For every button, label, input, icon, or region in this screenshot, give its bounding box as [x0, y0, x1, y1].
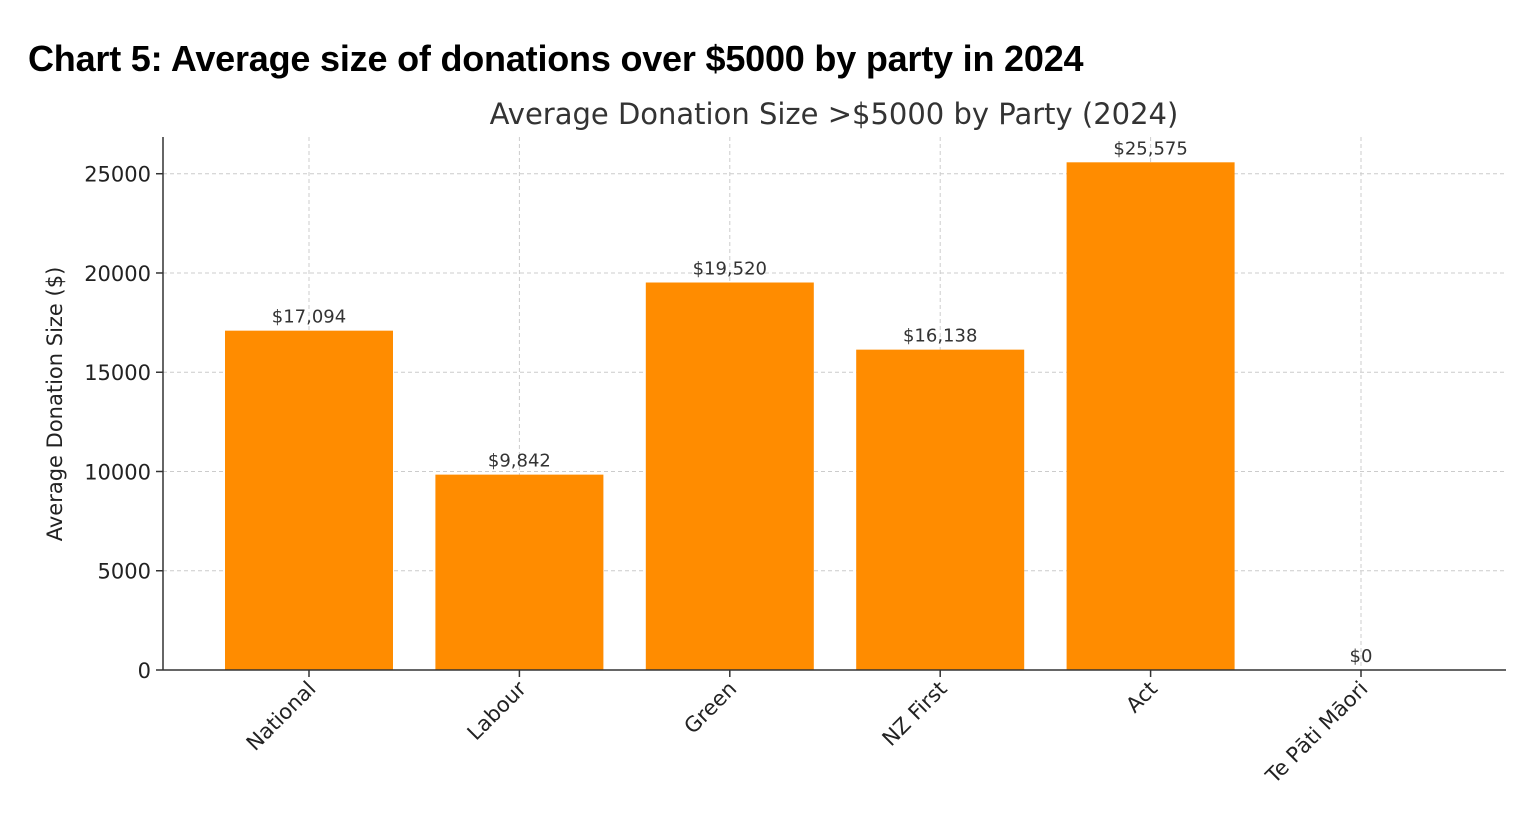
y-tick-label: 15000: [84, 361, 151, 385]
data-label: $19,520: [693, 259, 767, 280]
x-tick-label: National: [242, 677, 321, 756]
data-label: $9,842: [488, 451, 551, 472]
x-tick-label: Act: [1121, 677, 1162, 718]
data-label: $25,575: [1113, 138, 1187, 159]
y-axis-label: Average Donation Size ($): [43, 267, 67, 542]
bar-national: [225, 330, 393, 670]
bar-green: [645, 282, 814, 670]
bar-act: [1066, 162, 1235, 670]
x-tick-label: Labour: [463, 676, 532, 745]
bar-labour: [435, 474, 604, 670]
data-label: $0: [1350, 646, 1373, 667]
y-tick-label: 20000: [84, 262, 151, 286]
data-label: $17,094: [272, 307, 346, 328]
data-label: $16,138: [903, 326, 977, 347]
y-tick-label: 25000: [84, 163, 151, 187]
y-tick-label: 10000: [84, 460, 151, 484]
bar-layer: $17,094 $9,842 $19,520 $16,138 $25,575 $0: [225, 138, 1372, 670]
y-tick-label: 5000: [98, 560, 151, 584]
x-tick-label: Te Pāti Māori: [1261, 677, 1373, 789]
chart-caption: Chart 5: Average size of donations over …: [28, 38, 1084, 79]
bar-nz-first: [856, 349, 1025, 670]
x-tick-label: Green: [679, 677, 741, 739]
y-tick-label: 0: [138, 659, 151, 683]
x-tick-label: NZ First: [878, 677, 952, 751]
chart-title: Average Donation Size >$5000 by Party (2…: [490, 97, 1179, 131]
